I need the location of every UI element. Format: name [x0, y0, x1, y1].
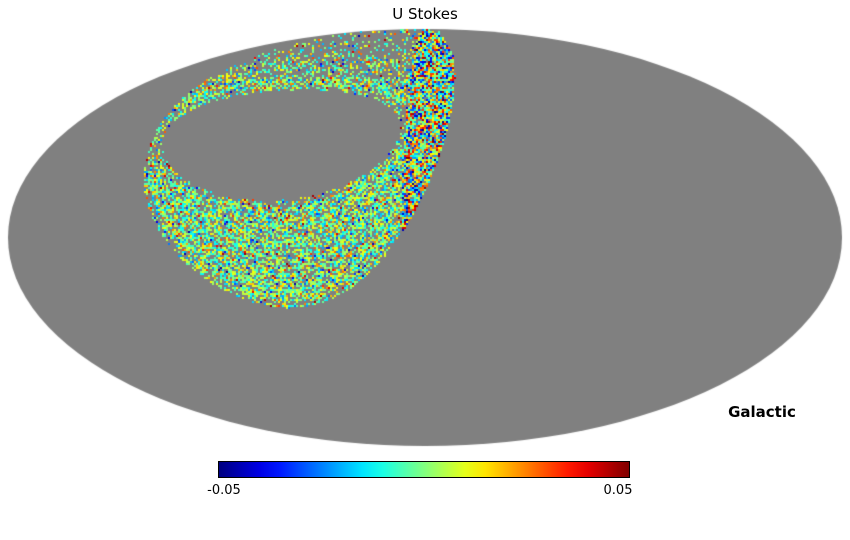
- colorbar-gradient: [218, 461, 630, 478]
- coordinate-system-label: Galactic: [728, 403, 796, 421]
- colorbar-min-label: -0.05: [207, 483, 241, 498]
- mollweide-sky-map: [0, 0, 850, 460]
- colorbar-max-label: 0.05: [603, 483, 633, 498]
